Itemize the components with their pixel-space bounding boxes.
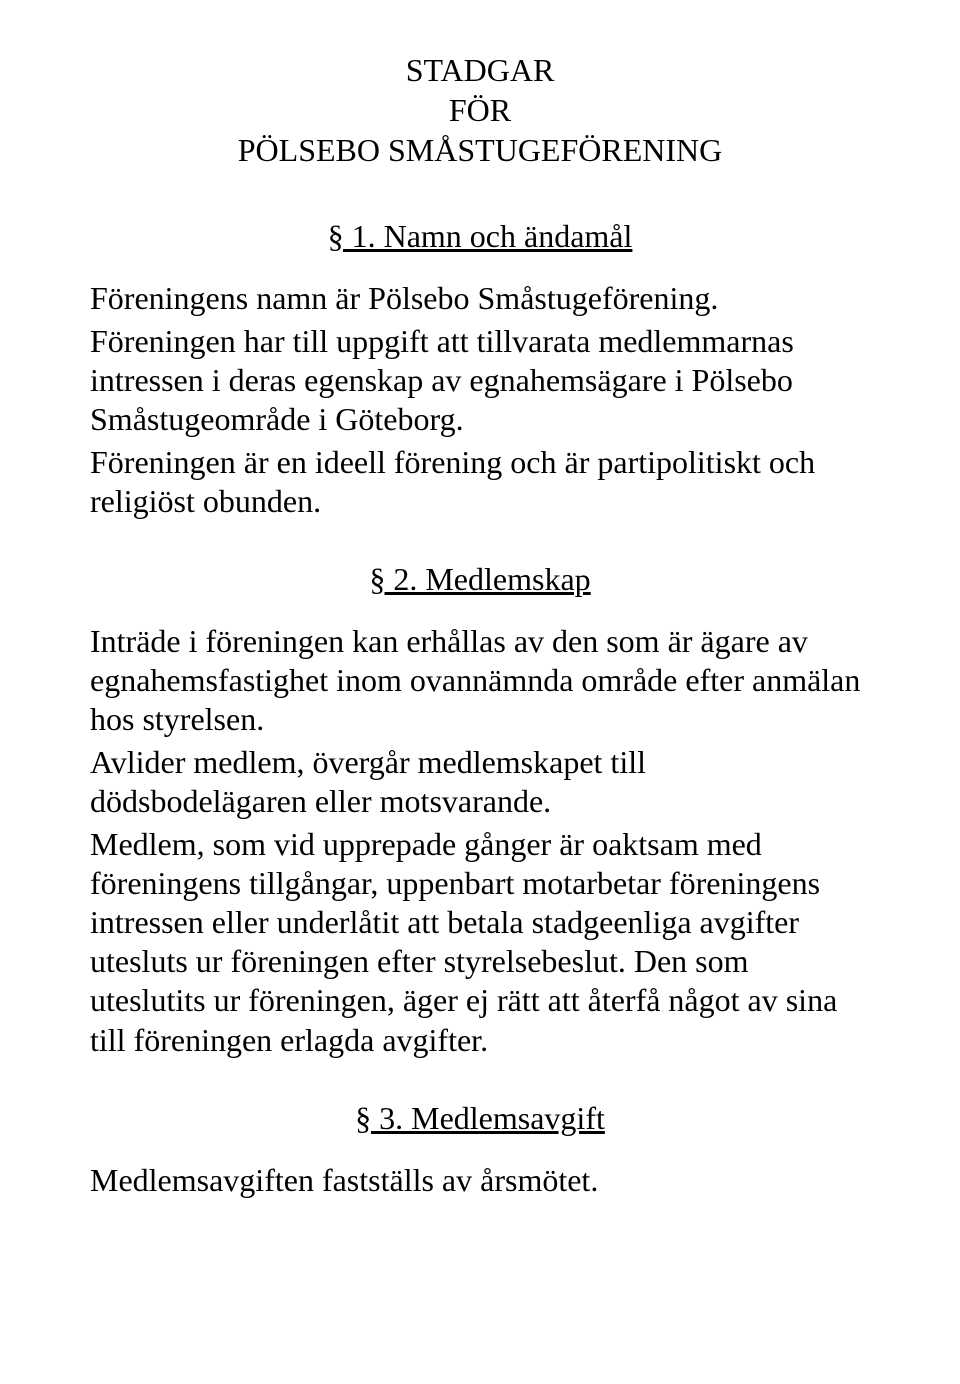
section-3-heading: § 3. Medlemsavgift [90, 1100, 870, 1137]
document-title: STADGAR FÖR PÖLSEBO SMÅSTUGEFÖRENING [90, 50, 870, 170]
section-2-heading: § 2. Medlemskap [90, 561, 870, 598]
section-1-para-3: Föreningen är en ideell förening och är … [90, 443, 870, 521]
section-1-para-1: Föreningens namn är Pölsebo Småstugeföre… [90, 279, 870, 318]
title-line-2: FÖR [90, 90, 870, 130]
document-page: STADGAR FÖR PÖLSEBO SMÅSTUGEFÖRENING § 1… [0, 0, 960, 1384]
title-line-1: STADGAR [90, 50, 870, 90]
section-1-heading: § 1. Namn och ändamål [90, 218, 870, 255]
section-2-para-1: Inträde i föreningen kan erhållas av den… [90, 622, 870, 739]
section-3-para-1: Medlemsavgiften fastställs av årsmötet. [90, 1161, 870, 1200]
section-2-para-3: Medlem, som vid upprepade gånger är oakt… [90, 825, 870, 1059]
title-line-3: PÖLSEBO SMÅSTUGEFÖRENING [90, 130, 870, 170]
section-1-para-2: Föreningen har till uppgift att tillvara… [90, 322, 870, 439]
section-2-para-2: Avlider medlem, övergår medlemskapet til… [90, 743, 870, 821]
